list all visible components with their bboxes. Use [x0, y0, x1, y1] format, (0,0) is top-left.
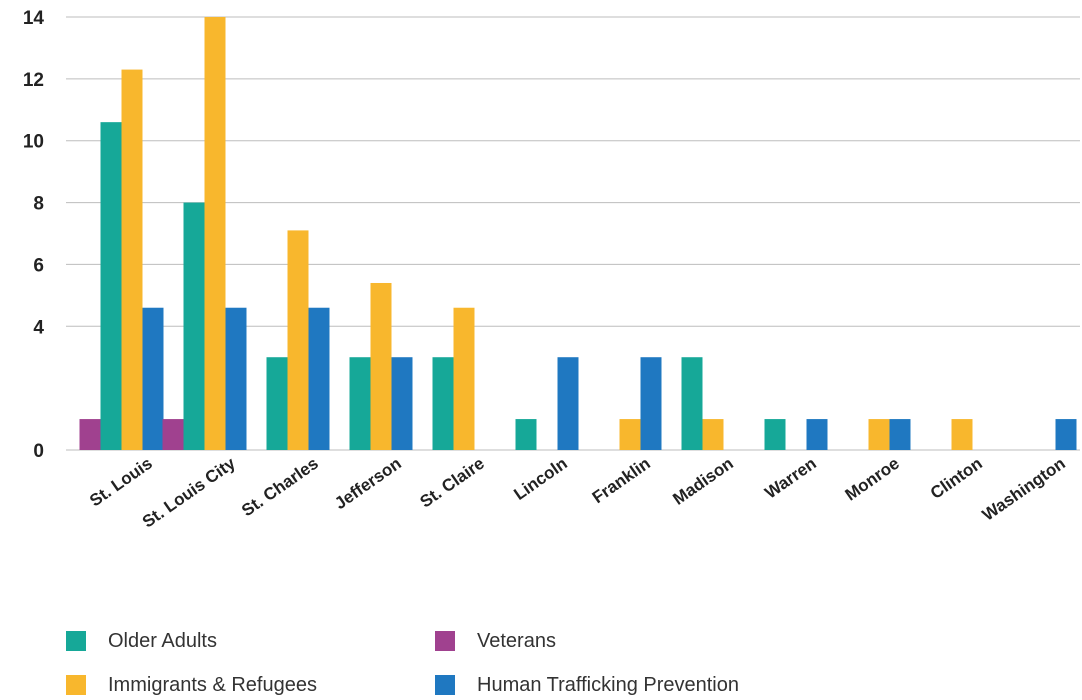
legend-label-older-adults: Older Adults — [108, 629, 217, 652]
legend-swatch-immigrants-refugees — [66, 675, 86, 695]
y-axis: 0 4 6 8 10 12 14 — [23, 8, 45, 462]
legend-label-veterans: Veterans — [477, 629, 556, 652]
y-tick-label: 6 — [33, 255, 44, 276]
y-tick-label: 12 — [23, 70, 44, 91]
x-tick-label-franklin: Franklin — [589, 454, 654, 507]
bar-lincoln-human-trafficking-prevention — [557, 357, 579, 450]
x-tick-label-jefferson: Jefferson — [331, 454, 405, 513]
legend: Older Adults Veterans Immigrants & Refug… — [0, 580, 1082, 696]
bar-jefferson-human-trafficking-prevention — [391, 357, 413, 450]
legend-item-immigrants-refugees: Immigrants & Refugees — [66, 670, 317, 700]
x-tick-label-warren: Warren — [761, 454, 819, 503]
bar-monroe-immigrants-refugees — [868, 419, 890, 450]
bar-washington-human-trafficking-prevention — [1055, 419, 1077, 450]
x-tick-label-st-louis: St. Louis — [86, 454, 156, 511]
y-tick-label: 14 — [23, 8, 45, 29]
bars — [79, 17, 1077, 451]
x-tick-label-st-louis-city: St. Louis City — [139, 453, 239, 531]
y-tick-label: 10 — [23, 132, 44, 153]
legend-label-human-trafficking-prevention: Human Trafficking Prevention — [477, 673, 739, 696]
legend-swatch-older-adults — [66, 631, 86, 651]
bar-madison-older-adults — [681, 357, 703, 450]
x-tick-label-st-claire: St. Claire — [417, 454, 488, 512]
bar-clinton-immigrants-refugees — [951, 419, 973, 450]
bar-st-louis-city-human-trafficking-prevention — [225, 307, 247, 450]
legend-item-human-trafficking-prevention: Human Trafficking Prevention — [435, 670, 739, 700]
bar-st-charles-human-trafficking-prevention — [308, 307, 330, 450]
bar-st-louis-older-adults — [100, 122, 122, 451]
legend-label-immigrants-refugees: Immigrants & Refugees — [108, 673, 317, 696]
bar-warren-older-adults — [764, 419, 786, 450]
bar-st-charles-immigrants-refugees — [287, 230, 309, 450]
bar-st-louis-city-immigrants-refugees — [204, 17, 226, 450]
bar-st-louis-city-older-adults — [183, 202, 205, 450]
bar-st-louis-immigrants-refugees — [121, 69, 143, 450]
bar-franklin-human-trafficking-prevention — [640, 357, 662, 450]
bar-madison-immigrants-refugees — [702, 419, 724, 450]
bar-warren-human-trafficking-prevention — [806, 419, 828, 450]
legend-swatch-human-trafficking-prevention — [435, 675, 455, 695]
x-tick-label-st-charles: St. Charles — [238, 454, 322, 521]
x-tick-label-clinton: Clinton — [927, 454, 986, 503]
bar-st-claire-older-adults — [432, 357, 454, 450]
x-tick-label-madison: Madison — [669, 454, 736, 509]
legend-swatch-veterans — [435, 631, 455, 651]
legend-item-older-adults: Older Adults — [66, 626, 217, 656]
bar-monroe-human-trafficking-prevention — [889, 419, 911, 450]
bar-jefferson-older-adults — [349, 357, 371, 450]
bar-lincoln-older-adults — [515, 419, 537, 450]
bar-st-louis-veterans — [79, 419, 101, 450]
bar-jefferson-immigrants-refugees — [370, 282, 392, 450]
bar-st-louis-human-trafficking-prevention — [142, 307, 164, 450]
bar-franklin-immigrants-refugees — [619, 419, 641, 450]
y-tick-label: 8 — [33, 194, 44, 215]
bar-st-louis-city-veterans — [162, 419, 184, 450]
bar-st-claire-immigrants-refugees — [453, 307, 475, 450]
y-tick-label: 0 — [33, 441, 44, 462]
x-tick-label-lincoln: Lincoln — [510, 454, 570, 504]
bar-st-charles-older-adults — [266, 357, 288, 450]
x-tick-label-monroe: Monroe — [842, 454, 903, 505]
x-tick-label-washington: Washington — [979, 454, 1069, 525]
legend-item-veterans: Veterans — [435, 626, 556, 656]
y-tick-label: 4 — [33, 317, 44, 338]
